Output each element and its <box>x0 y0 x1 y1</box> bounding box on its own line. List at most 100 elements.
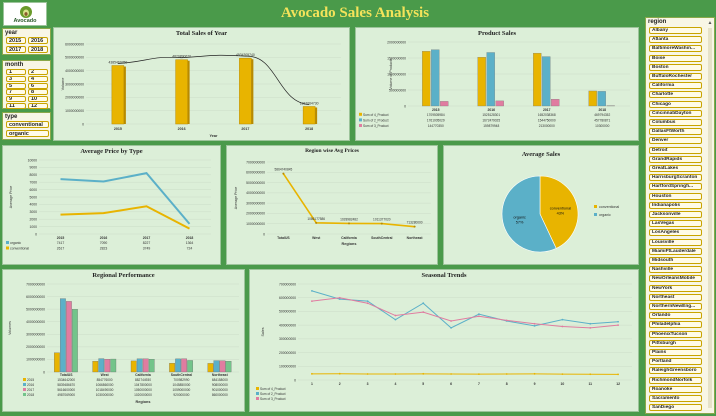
region-chip-midsouth[interactable]: Midsouth <box>649 257 702 264</box>
region-chip-denver[interactable]: Denver <box>649 137 702 145</box>
total-sales-ylabel: Volume <box>61 78 65 91</box>
region-avg-price-xtick-California: California <box>341 236 357 240</box>
year-chip-2018[interactable]: 2018 <box>28 46 48 53</box>
product-sales-xtick-2015: 2015 <box>432 108 440 112</box>
region-chip-columbus[interactable]: Columbus <box>649 119 702 126</box>
seasonal-trends-legend-label: Sum of 4_Product <box>260 387 286 391</box>
avg-price-type-ytick: 5000 <box>29 195 37 199</box>
region-chip-philadelphia[interactable]: Philadelphia <box>649 321 702 329</box>
region-chip-orlando[interactable]: Orlando <box>649 312 702 320</box>
region-chip-richmondnorfolk[interactable]: RichmondNorfolk <box>649 376 702 384</box>
year-chip-2017[interactable]: 2017 <box>6 46 26 53</box>
region-chip-jacksonville[interactable]: Jacksonville <box>649 211 702 218</box>
region-avg-price-ytick: 3000000000 <box>246 201 265 205</box>
total-sales-bar-side-2015 <box>123 66 126 124</box>
region-chip-atlanta[interactable]: Atlanta <box>649 36 702 44</box>
month-chip-3[interactable]: 3 <box>6 75 26 82</box>
type-chip-conventional[interactable]: conventional <box>6 121 49 128</box>
region-chip-chicago[interactable]: Chicago <box>649 100 702 108</box>
region-chip-nashville[interactable]: Nashville <box>649 266 702 274</box>
type-chip-organic[interactable]: organic <box>6 130 49 137</box>
region-chip-newyork[interactable]: NewYork <box>649 284 702 292</box>
regional-performance-bar-West-2015 <box>92 361 99 373</box>
month-chip-4[interactable]: 4 <box>28 75 48 82</box>
regional-performance-legend-swatch <box>23 383 26 386</box>
region-chip-cincinnatidayton[interactable]: CincinnatiDayton <box>649 109 702 117</box>
month-chip-11[interactable]: 11 <box>6 103 26 109</box>
region-chip-northernneweng[interactable]: NorthernNewEng... <box>649 303 702 310</box>
seasonal-trends-point-1-5 <box>450 326 452 329</box>
month-chip-12[interactable]: 12 <box>28 103 48 109</box>
region-chip-roanoke[interactable]: Roanoke <box>649 385 702 393</box>
region-chip-buffalorochester[interactable]: BuffaloRochester <box>649 73 702 80</box>
region-chip-lasvegas[interactable]: LasVegas <box>649 220 702 228</box>
region-scrollbar[interactable] <box>708 28 712 408</box>
region-scroll-up-icon[interactable]: ▲ <box>707 20 713 26</box>
total-sales-xlabel: Year <box>209 134 218 138</box>
region-chip-sacramento[interactable]: Sacramento <box>649 395 702 402</box>
region-chip-portland[interactable]: Portland <box>649 358 702 366</box>
seasonal-trends-point-2-10 <box>589 326 592 329</box>
month-chip-6[interactable]: 6 <box>28 82 48 89</box>
region-chip-louisville[interactable]: Louisville <box>649 238 702 246</box>
month-chip-8[interactable]: 8 <box>28 89 48 96</box>
region-chip-miamiftlauderdale[interactable]: MiamiFtLauderdale <box>649 247 702 255</box>
region-chip-pittsburgh[interactable]: Pittsburgh <box>649 339 702 347</box>
avg-sales-slice-label-conventional: 43% <box>557 211 565 215</box>
region-chip-greatlakes[interactable]: GreatLakes <box>649 165 702 172</box>
region-chip-indianapolis[interactable]: Indianapolis <box>649 201 702 209</box>
region-chip-neworleansmobile[interactable]: NewOrleansMobile <box>649 275 702 283</box>
seasonal-trends-point-0-9 <box>561 373 564 376</box>
region-chip-raleighgreensboro[interactable]: RaleighGreensboro <box>649 367 702 375</box>
avg-price-type-legend-label: conventional <box>10 247 29 251</box>
avg-price-type-xtick-2015: 2015 <box>57 236 65 240</box>
seasonal-trends-point-2-6 <box>478 315 480 318</box>
regional-performance-table-cell: 860000000 <box>212 393 228 397</box>
year-chip-2016[interactable]: 2016 <box>28 37 48 44</box>
region-chip-baltimorewashin[interactable]: BaltimoreWashin... <box>649 45 702 53</box>
region-chip-losangeles[interactable]: LosAngeles <box>649 229 702 237</box>
region-chip-dallasftworth[interactable]: DallasFtWorth <box>649 128 702 136</box>
region-chip-albany[interactable]: Albany <box>649 27 702 34</box>
seasonal-trends-point-0-4 <box>422 372 425 375</box>
region-chip-california[interactable]: California <box>649 82 702 90</box>
regional-performance-title: Regional Performance <box>92 272 155 279</box>
region-chip-plains[interactable]: Plains <box>649 349 702 356</box>
seasonal-trends-ytick: 100000000 <box>279 365 296 369</box>
avg-price-type-ytick: 8000 <box>29 173 37 177</box>
month-chip-9[interactable]: 9 <box>6 96 26 103</box>
regional-performance-chart: 0 1000000000 2000000000 3000000000 400000000… <box>8 282 239 404</box>
month-chip-7[interactable]: 7 <box>6 89 26 96</box>
region-chip-northeast[interactable]: Northeast <box>649 293 702 301</box>
seasonal-trends-point-1-4 <box>422 302 425 305</box>
region-chip-detroit[interactable]: Detroit <box>649 146 702 154</box>
region-chip-grandrapids[interactable]: GrandRapids <box>649 155 702 163</box>
region-chip-houston[interactable]: Houston <box>649 192 702 200</box>
seasonal-trends-point-2-5 <box>450 320 452 322</box>
month-chip-1[interactable]: 1 <box>6 69 26 75</box>
avg-price-type-ytick: 6000 <box>29 188 37 192</box>
product-sales-ytick: 1000000000 <box>387 72 406 76</box>
region-chip-hartfordspringfi[interactable]: HartfordSpringfi... <box>649 183 702 191</box>
month-chip-5[interactable]: 5 <box>6 82 26 89</box>
avg-price-type-ytick: 7000 <box>29 181 37 185</box>
month-chip-10[interactable]: 10 <box>28 96 48 103</box>
product-sales-table-cell: 159879948 <box>483 124 499 128</box>
region-chip-harrisburgscranton[interactable]: HarrisburgScranton <box>649 174 702 182</box>
region-chip-phoenixtucson[interactable]: PhoenixTucson <box>649 330 702 338</box>
total-sales-bar-side-2016 <box>187 60 190 124</box>
avg-price-type-table-cell: 8227 <box>143 241 151 245</box>
region-avg-price-ytick: 5000000000 <box>246 181 265 185</box>
regional-performance-table-cell: 1047800000 <box>134 383 152 387</box>
total-sales-xtick-2016: 2016 <box>178 127 186 131</box>
region-chip-sandiego[interactable]: SanDiego <box>649 404 702 412</box>
year-chip-2015[interactable]: 2015 <box>6 37 26 44</box>
region-chip-boise[interactable]: Boise <box>649 54 702 62</box>
month-chip-2[interactable]: 2 <box>28 69 48 75</box>
avg-price-type-line-conventional <box>60 205 190 230</box>
seasonal-trends-point-0-11 <box>617 373 619 376</box>
region-chip-charlotte[interactable]: Charlotte <box>649 91 702 99</box>
seasonal-trends-point-0-0 <box>311 372 313 375</box>
product-sales-table-cell: 1761005029 <box>427 119 445 123</box>
region-chip-boston[interactable]: Boston <box>649 63 702 71</box>
